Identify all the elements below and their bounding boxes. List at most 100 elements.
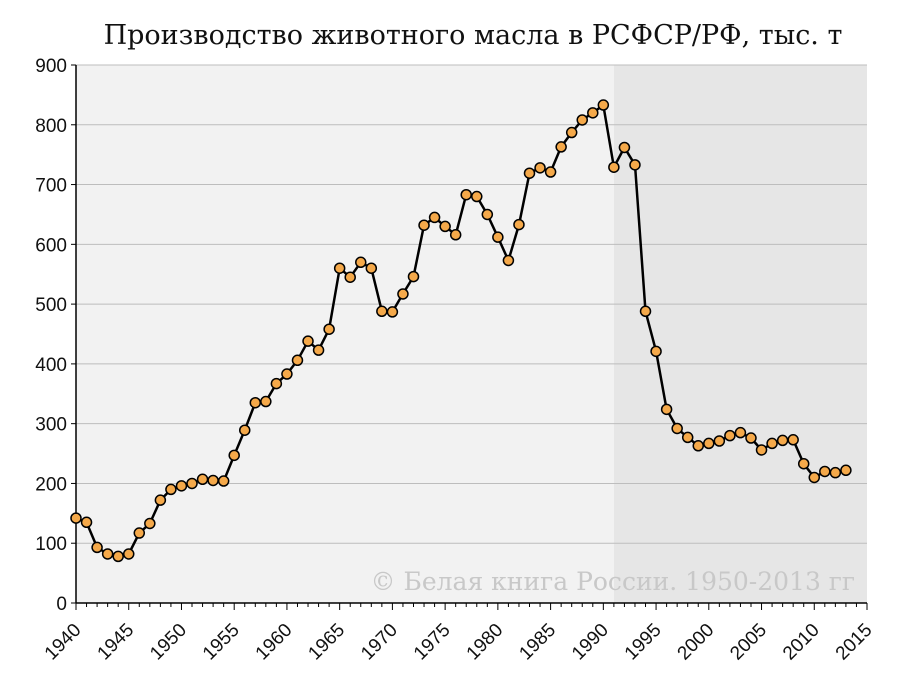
data-point-1981	[502, 254, 515, 267]
y-tick-label-800: 800	[35, 116, 67, 137]
data-point-1948	[154, 494, 167, 506]
data-point-2000	[703, 437, 715, 450]
data-point-1947	[144, 517, 156, 530]
data-point-1971	[397, 288, 409, 300]
y-tick-label-0: 0	[56, 594, 67, 615]
x-tick-label-2000: 2000	[674, 620, 719, 665]
data-point-1977	[460, 188, 472, 201]
data-point-1952	[196, 473, 209, 486]
data-point-1979	[481, 208, 494, 221]
data-point-1949	[165, 483, 177, 496]
data-point-2013	[840, 464, 852, 477]
data-point-1988	[576, 114, 588, 126]
x-tick-label-1950: 1950	[146, 620, 191, 665]
data-point-1999	[692, 440, 705, 452]
data-point-1975	[439, 220, 451, 233]
data-point-1994	[639, 305, 652, 318]
data-point-1990	[597, 99, 610, 111]
data-point-1951	[186, 477, 198, 490]
data-point-1964	[323, 323, 335, 335]
y-tick-label-300: 300	[35, 415, 67, 436]
watermark: © Белая книга России. 1950-2013 гг	[371, 567, 855, 596]
data-point-2001	[713, 435, 726, 447]
y-tick-labels: 0 100 200 300 400 500 600 700 800 900	[35, 56, 67, 615]
data-point-1992	[618, 141, 631, 154]
data-point-1989	[587, 107, 599, 119]
data-point-2011	[819, 465, 831, 478]
data-point-1955	[228, 449, 240, 462]
data-point-1961	[291, 354, 304, 367]
data-point-1995	[650, 345, 662, 358]
data-point-1987	[565, 126, 578, 139]
data-point-1973	[418, 219, 430, 231]
data-point-1965	[333, 262, 346, 274]
data-point-1986	[555, 141, 567, 153]
data-point-1982	[513, 218, 525, 231]
data-point-1963	[312, 344, 325, 356]
data-point-2012	[829, 466, 842, 479]
y-tick-label-700: 700	[35, 176, 67, 197]
y-tick-label-100: 100	[35, 534, 67, 555]
x-tick-label-1940: 1940	[41, 620, 86, 665]
data-points	[70, 99, 852, 563]
data-point-1974	[428, 211, 441, 224]
data-point-1959	[270, 377, 283, 390]
x-tick-label-1960: 1960	[252, 620, 297, 665]
data-point-1946	[133, 527, 146, 539]
x-tick-label-2015: 2015	[832, 620, 877, 665]
data-point-2004	[745, 432, 757, 444]
chart-title: Производство животного масла в РСФСР/РФ,…	[104, 20, 843, 51]
data-point-2010	[808, 471, 821, 484]
data-point-1957	[249, 396, 262, 409]
x-tick-label-1955: 1955	[199, 620, 244, 665]
data-point-1940	[70, 512, 82, 524]
data-point-1967	[355, 256, 367, 269]
data-point-1983	[523, 167, 536, 179]
data-point-1960	[281, 368, 293, 380]
data-point-2005	[755, 444, 768, 456]
data-point-1985	[544, 166, 557, 178]
data-point-1950	[175, 480, 188, 492]
y-tick-label-400: 400	[35, 355, 67, 376]
data-point-1969	[376, 305, 388, 318]
data-point-2003	[734, 426, 747, 439]
y-tick-label-600: 600	[35, 235, 67, 256]
data-point-1996	[660, 403, 673, 416]
data-point-2007	[776, 434, 789, 447]
grid-lines	[76, 64, 867, 544]
background-late-period	[613, 65, 867, 603]
x-tick-label-2005: 2005	[726, 620, 771, 665]
data-point-1970	[386, 306, 399, 318]
data-point-1962	[302, 335, 314, 347]
data-point-1997	[671, 422, 683, 435]
x-tick-label-1985: 1985	[515, 620, 560, 665]
data-point-1998	[681, 431, 694, 444]
data-point-1980	[492, 231, 504, 243]
data-point-1968	[365, 262, 378, 274]
data-point-2002	[724, 429, 736, 442]
x-tick-label-1970: 1970	[357, 620, 402, 665]
x-tick-label-1990: 1990	[568, 620, 613, 665]
data-point-1991	[608, 161, 620, 173]
x-tick-labels: 1940 1945 1950 1955 1960 1965 1970 1975 1980 1985…	[41, 620, 877, 665]
y-tick-label-900: 900	[35, 56, 67, 77]
plot-background	[76, 65, 867, 603]
data-point-1993	[629, 159, 641, 171]
x-tick-label-1995: 1995	[621, 620, 666, 665]
data-point-1976	[449, 229, 462, 241]
data-point-1943	[101, 548, 114, 560]
x-tick-label-1980: 1980	[463, 620, 508, 665]
background-early-period	[76, 65, 614, 603]
x-tick-label-1965: 1965	[304, 620, 349, 665]
data-point-1972	[407, 270, 420, 283]
data-point-1958	[260, 395, 272, 408]
data-point-1966	[344, 271, 356, 283]
data-point-1941	[80, 516, 93, 529]
data-point-1978	[471, 190, 483, 203]
data-point-1944	[112, 550, 124, 563]
data-point-2006	[766, 437, 778, 450]
x-tick-label-1945: 1945	[94, 620, 139, 665]
y-tick-label-500: 500	[35, 295, 67, 316]
x-tick-label-1975: 1975	[410, 620, 455, 665]
